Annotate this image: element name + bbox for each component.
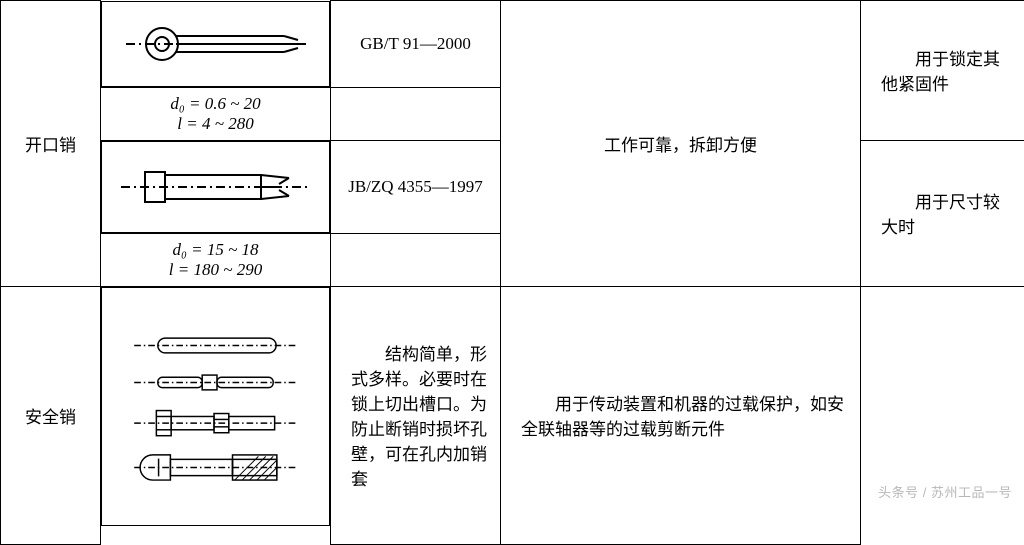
row1-use1: 用于锁定其他紧固件 [861, 1, 1024, 141]
row2-name: 安全销 [1, 286, 101, 544]
row1-use2: 用于尺寸较大时 [861, 140, 1024, 286]
row1-std2: JB/ZQ 4355—1997 [331, 140, 501, 233]
watermark-text: 头条号 / 苏州工品一号 [878, 482, 1012, 501]
row1-spec2: d₀ = 15 ~ 18 l = 180 ~ 290 [101, 233, 331, 286]
row2-desc: 结构简单，形式多样。必要时在锁上切出槽口。为防止断销时损坏孔壁，可在孔内加销套 [331, 286, 501, 544]
row1-desc: 工作可靠，拆卸方便 [501, 1, 861, 287]
row1-std1: GB/T 91—2000 [331, 1, 501, 88]
row1-fig-b [101, 141, 330, 233]
row1-name: 开口销 [1, 1, 101, 287]
row2-fig [101, 287, 330, 526]
row1-spec1: d₀ = 0.6 ~ 20 l = 4 ~ 280 [101, 87, 331, 140]
row2-use: 用于传动装置和机器的过载保护，如安全联轴器等的过载剪断元件 [501, 286, 861, 544]
row1-fig-a [101, 1, 330, 87]
